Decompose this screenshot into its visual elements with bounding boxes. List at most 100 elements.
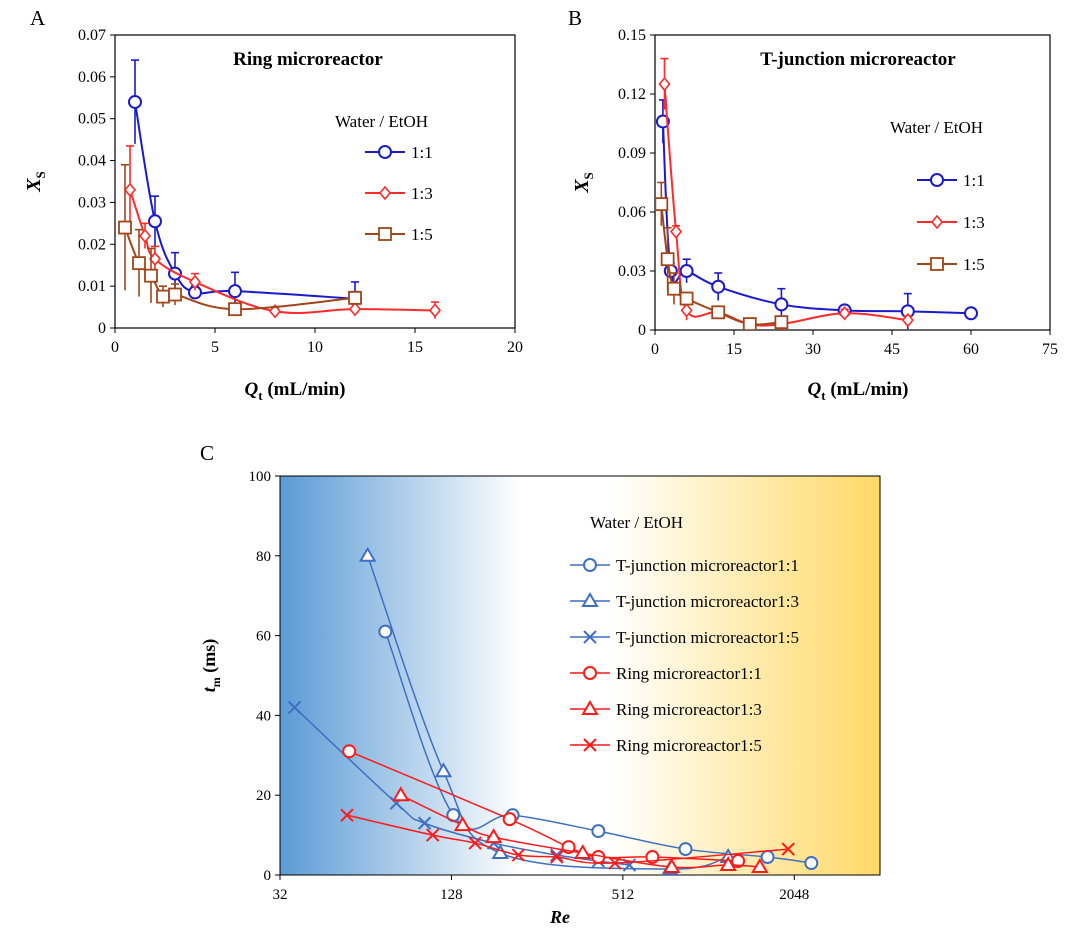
data-point — [348, 290, 362, 305]
panel-C: C 0 20 40 60 80 100 32 128 512 2048 Re tm (ms) T-junc… — [199, 441, 881, 927]
data-point — [188, 274, 202, 290]
legend-label: 1:3 — [963, 213, 985, 232]
legend-label: Ring microreactor1:3 — [616, 700, 762, 719]
y-tick-label: 0 — [98, 320, 106, 337]
legend-marker — [581, 592, 599, 607]
y-tick-label: 0.03 — [618, 263, 646, 280]
panel-label: A — [30, 6, 46, 30]
legend-entry: Ring microreactor1:3 — [570, 700, 762, 719]
data-point — [964, 306, 978, 321]
legend-marker — [378, 227, 392, 241]
data-point — [468, 836, 482, 850]
data-point — [434, 762, 453, 778]
data-point — [156, 289, 170, 304]
data-point — [742, 317, 757, 330]
legend-label: 1:5 — [411, 225, 433, 244]
data-point — [128, 94, 142, 109]
y-axis-label: XS — [571, 172, 596, 194]
x-tick-label: 30 — [805, 341, 821, 358]
plot-frame — [654, 34, 1051, 331]
data-point — [340, 808, 354, 822]
y-axis-label: tm (ms) — [199, 639, 223, 693]
legend-title: Water / EtOH — [590, 513, 683, 532]
y-tick-label: 0.04 — [78, 153, 106, 170]
data-point — [502, 812, 517, 827]
y-tick-label: 0.05 — [78, 111, 106, 128]
y-tick-label: 100 — [249, 469, 272, 485]
panel-label: B — [568, 6, 582, 30]
panel-B: B 0 0.03 0.06 0.09 0.12 0.15 0 15 30 45 60 75 Qt (mL/… — [568, 6, 1058, 403]
data-point — [838, 306, 851, 321]
x-tick-label: 75 — [1042, 341, 1058, 358]
data-point — [168, 287, 182, 302]
panel-label: C — [200, 441, 214, 465]
data-point — [781, 842, 795, 856]
series-1-5 — [118, 163, 362, 317]
data-point — [679, 291, 694, 306]
data-point — [484, 828, 503, 844]
y-tick-label: 0.03 — [78, 194, 106, 211]
legend-entry: T-junction microreactor1:3 — [570, 592, 799, 611]
data-point — [670, 224, 683, 239]
data-point — [662, 858, 681, 874]
x-tick-label: 0 — [651, 341, 659, 358]
legend-label: Ring microreactor1:5 — [616, 736, 762, 755]
data-point — [731, 854, 746, 869]
x-tick-label: 60 — [963, 341, 979, 358]
data-point — [358, 546, 377, 562]
series-1-3 — [658, 57, 914, 330]
data-point — [287, 700, 302, 715]
data-point — [268, 304, 282, 319]
data-point — [573, 844, 592, 860]
data-point — [667, 281, 681, 296]
legend-marker — [930, 257, 944, 271]
legend-marker — [378, 145, 392, 159]
data-point — [425, 828, 440, 842]
y-tick-label: 60 — [256, 629, 271, 645]
x-tick-label: 2048 — [779, 887, 809, 903]
data-point — [138, 228, 152, 244]
x-tick-label: 128 — [440, 887, 463, 903]
legend-entry: 1:5 — [917, 255, 985, 274]
plot-background — [279, 475, 881, 876]
y-tick-label: 0.01 — [78, 278, 106, 295]
data-point — [144, 268, 158, 283]
legend-label: 1:1 — [963, 171, 985, 190]
legend-title: Water / EtOH — [890, 118, 983, 137]
data-point — [428, 303, 442, 318]
y-tick-label: 0.02 — [78, 236, 106, 253]
chart-title: Ring microreactor — [233, 49, 383, 70]
panel-A: A 0 0.01 0.02 0.03 0.04 0.05 0.06 0.07 0 5 10 15 20 Qt… — [23, 6, 523, 403]
data-point — [660, 252, 675, 267]
data-point — [608, 856, 622, 870]
x-tick-label: 15 — [407, 339, 423, 356]
x-tick-label: 10 — [307, 339, 323, 356]
series-line — [348, 750, 739, 862]
data-point — [348, 301, 362, 317]
data-point — [658, 76, 671, 92]
legend-entry: T-junction microreactor1:5 — [570, 628, 799, 647]
y-tick-label: 0.09 — [618, 145, 646, 162]
data-point — [342, 744, 357, 759]
data-point — [132, 256, 146, 271]
data-point — [228, 284, 242, 299]
legend-label: T-junction microreactor1:5 — [616, 628, 799, 647]
y-tick-label: 0.12 — [618, 86, 646, 103]
data-point — [591, 824, 606, 839]
y-tick-label: 0 — [638, 322, 646, 339]
legend-entry: Ring microreactor1:1 — [570, 664, 762, 683]
series-line — [663, 84, 908, 327]
legend-entry: 1:3 — [365, 184, 433, 203]
y-tick-label: 0.06 — [618, 204, 646, 221]
legend-entry: 1:1 — [365, 143, 433, 162]
data-point — [453, 816, 472, 832]
series-Ring-microreactor1-1 — [342, 744, 746, 869]
series-line — [384, 631, 812, 864]
y-tick-label: 0.15 — [618, 27, 646, 44]
data-point — [804, 856, 819, 871]
data-point — [751, 858, 769, 874]
legend-label: T-junction microreactor1:3 — [616, 592, 799, 611]
legend-marker — [583, 666, 597, 680]
data-point — [511, 848, 526, 862]
legend-entry: 1:1 — [917, 171, 985, 190]
